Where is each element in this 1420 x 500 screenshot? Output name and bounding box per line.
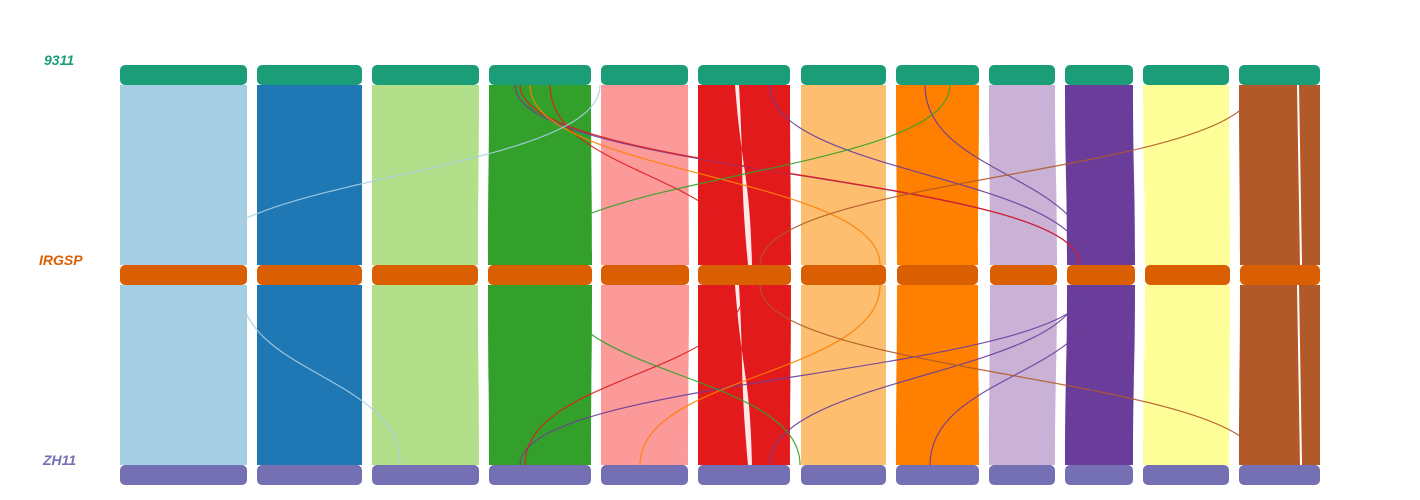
- inversion-chr6-0: [735, 85, 752, 265]
- synteny-link-18: [1074, 284, 1101, 466]
- synteny-link-14: [929, 284, 1101, 466]
- chromosome-irgsp-chr2[interactable]: [257, 265, 362, 285]
- synteny-link-9: [529, 84, 951, 266]
- chromosome-zh11-chr4[interactable]: [489, 465, 591, 485]
- synteny-ribbon-chr10-9311-irgsp: [1065, 85, 1135, 265]
- synteny-ribbon-chr3-9311-irgsp: [372, 85, 479, 265]
- synteny-link-16: [559, 284, 801, 466]
- gap-chr12-1: [1297, 285, 1302, 465]
- chromosome-zh11-chr12[interactable]: [1239, 465, 1320, 485]
- genome-label-irgsp: IRGSP: [39, 252, 83, 268]
- synteny-ribbon-chr9-9311-irgsp: [989, 85, 1057, 265]
- chromosome-irgsp-chr9[interactable]: [990, 265, 1057, 285]
- synteny-ribbon-chr8-irgsp-zh11: [896, 285, 979, 465]
- chromosome-zh11-chr6[interactable]: [698, 465, 790, 485]
- chromosome-irgsp-chr7[interactable]: [801, 265, 886, 285]
- chromosome-9311-chr4[interactable]: [489, 65, 591, 85]
- synteny-link-10: [519, 284, 1091, 466]
- chromosome-irgsp-chr6[interactable]: [698, 265, 791, 285]
- chromosome-irgsp-chr10[interactable]: [1067, 265, 1135, 285]
- chromosome-irgsp-chr11[interactable]: [1145, 265, 1230, 285]
- chromosome-zh11-chr2[interactable]: [257, 465, 362, 485]
- synteny-link-11: [524, 284, 746, 466]
- synteny-ribbon-chr1-9311-irgsp: [120, 85, 247, 265]
- synteny-link-17: [759, 284, 1261, 466]
- synteny-ribbons: [120, 85, 1320, 465]
- synteny-link-4: [529, 84, 881, 266]
- chromosome-zh11-chr9[interactable]: [989, 465, 1055, 485]
- chromosome-9311-chr7[interactable]: [801, 65, 886, 85]
- chromosome-9311-chr12[interactable]: [1239, 65, 1320, 85]
- chromosome-zh11-chr11[interactable]: [1143, 465, 1229, 485]
- gap-chr12-0: [1297, 85, 1302, 265]
- synteny-ribbon-chr3-irgsp-zh11: [372, 285, 479, 465]
- chromosome-irgsp-chr8[interactable]: [897, 265, 978, 285]
- synteny-ribbon-chr11-irgsp-zh11: [1143, 285, 1230, 465]
- chromosome-zh11-chr10[interactable]: [1065, 465, 1133, 485]
- synteny-ribbon-chr1-irgsp-zh11: [120, 285, 247, 465]
- chromosome-irgsp-chr1[interactable]: [120, 265, 247, 285]
- chromosome-9311-chr3[interactable]: [372, 65, 479, 85]
- synteny-ribbon-chr8-9311-irgsp: [896, 85, 979, 265]
- chromosome-9311-chr9[interactable]: [989, 65, 1055, 85]
- chromosome-zh11-chr8[interactable]: [896, 465, 979, 485]
- chromosome-9311-chr8[interactable]: [896, 65, 979, 85]
- synteny-link-12: [639, 284, 881, 466]
- chromosome-9311-chr2[interactable]: [257, 65, 362, 85]
- chromosome-irgsp-chr4[interactable]: [488, 265, 592, 285]
- synteny-link-5: [769, 84, 1086, 266]
- synteny-ribbon-chr2-9311-irgsp: [257, 85, 362, 265]
- chromosome-9311-chr11[interactable]: [1143, 65, 1229, 85]
- chromosome-9311-chr5[interactable]: [601, 65, 688, 85]
- chromosome-zh11-chr7[interactable]: [801, 465, 886, 485]
- genome-label-9311: 9311: [44, 52, 74, 68]
- chromosome-zh11-chr5[interactable]: [601, 465, 688, 485]
- synteny-ribbon-chr7-9311-irgsp: [801, 85, 886, 265]
- synteny-ribbon-chr11-9311-irgsp: [1143, 85, 1230, 265]
- inversion-chr6-1: [735, 285, 752, 465]
- chromosome-9311-chr1[interactable]: [120, 65, 247, 85]
- chromosome-bars: [120, 65, 1320, 485]
- synteny-ribbon-chr5-9311-irgsp: [601, 85, 689, 265]
- chromosome-9311-chr6[interactable]: [698, 65, 790, 85]
- chromosome-9311-chr10[interactable]: [1065, 65, 1133, 85]
- synteny-ribbon-chr9-irgsp-zh11: [989, 285, 1057, 465]
- chromosome-zh11-chr3[interactable]: [372, 465, 479, 485]
- genome-label-zh11: ZH11: [42, 452, 76, 468]
- synteny-link-3: [549, 84, 746, 266]
- synteny-ribbon-chr12-9311-irgsp: [1239, 85, 1320, 265]
- chromosome-irgsp-chr12[interactable]: [1240, 265, 1320, 285]
- synteny-link-7: [759, 84, 1256, 266]
- synteny-links: [199, 84, 1261, 466]
- synteny-link-15: [239, 284, 401, 466]
- synteny-link-2: [519, 84, 1081, 266]
- synteny-link-13: [769, 284, 1081, 466]
- synteny-ribbon-chr2-irgsp-zh11: [257, 285, 362, 465]
- chromosome-irgsp-chr3[interactable]: [372, 265, 478, 285]
- synteny-link-8: [199, 84, 601, 266]
- synteny-ribbon-chr5-irgsp-zh11: [601, 285, 689, 465]
- synteny-ribbon-chr12-irgsp-zh11: [1239, 285, 1320, 465]
- synteny-ribbon-chr4-irgsp-zh11: [488, 285, 592, 465]
- chromosome-irgsp-chr5[interactable]: [601, 265, 689, 285]
- chromosome-zh11-chr1[interactable]: [120, 465, 247, 485]
- synteny-ribbon-chr7-irgsp-zh11: [801, 285, 886, 465]
